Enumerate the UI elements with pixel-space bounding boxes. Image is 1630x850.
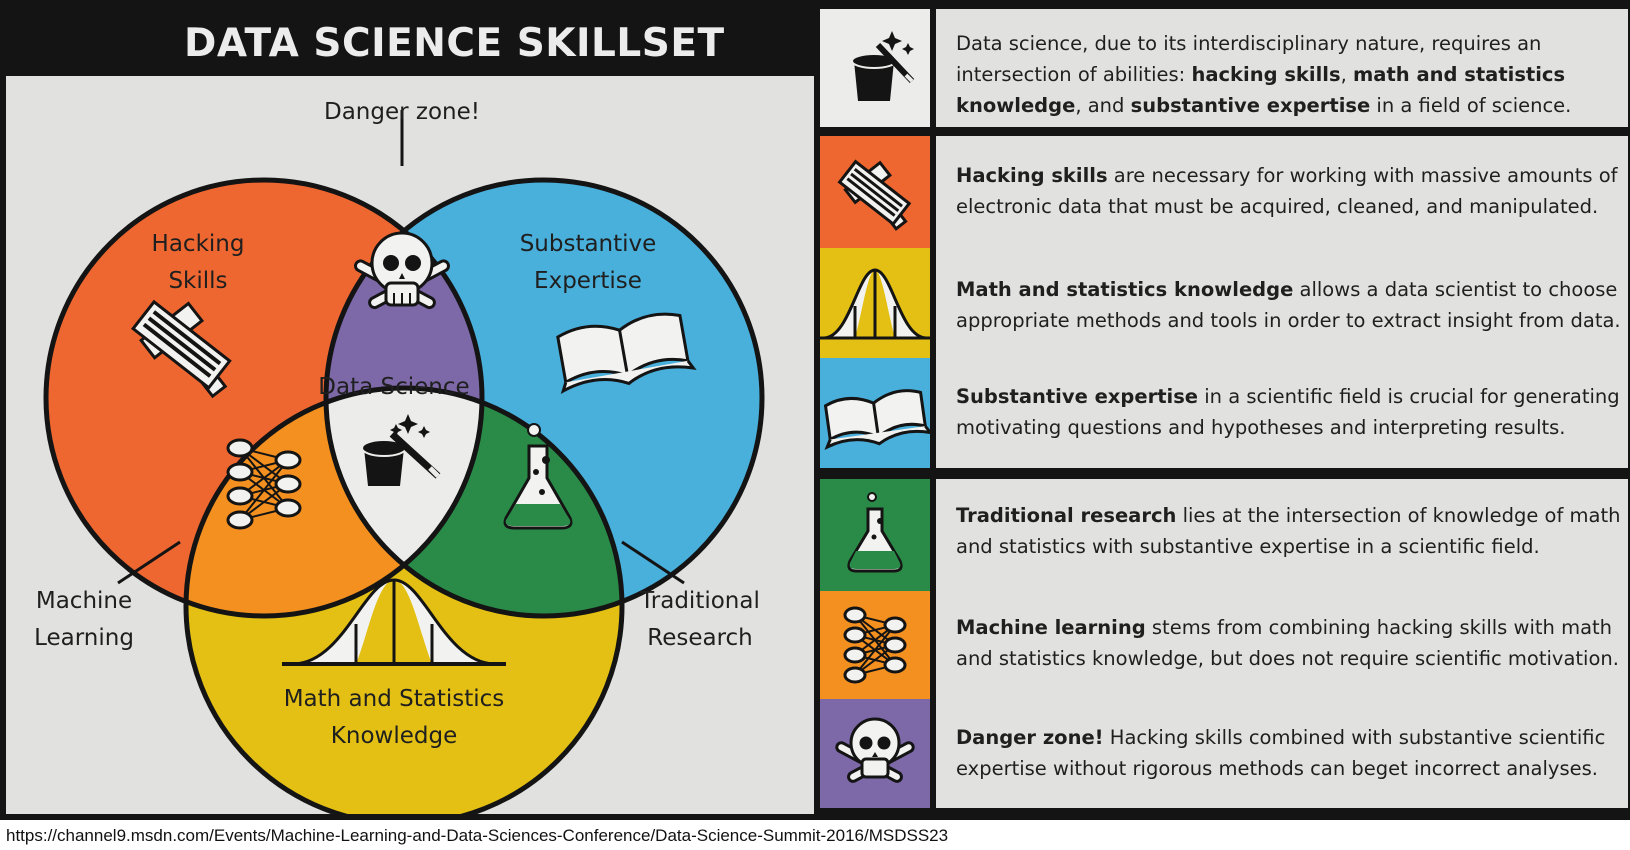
neural-network-icon: [226, 438, 302, 530]
intro-description: Data science, due to its interdisciplina…: [956, 32, 1572, 117]
book-icon: [823, 389, 930, 451]
ml-pointer-line: [117, 540, 181, 585]
danger-zone-label: Danger zone!: [324, 99, 480, 125]
skills-panel: Hacking skills are necessary for working…: [820, 136, 1628, 474]
ml-label-1: Machine: [36, 588, 132, 614]
bell-curve-icon: [820, 268, 930, 340]
skull-crossbones-icon: [835, 717, 915, 783]
substantive-label-1: Substantive: [520, 231, 657, 257]
keyboard-hammer-icon: [130, 299, 232, 399]
substantive-description: Substantive expertise in a scientific fi…: [956, 385, 1620, 439]
book-icon: [556, 312, 697, 394]
intersections-panel: Traditional research lies at the interse…: [820, 476, 1628, 814]
magic-hat-icon: [361, 414, 441, 486]
data-science-label: Data Science: [318, 374, 469, 400]
math-label-1: Math and Statistics: [284, 686, 505, 712]
infographic-frame: DATA SCIENCE SKILLSET: [0, 0, 1630, 820]
venn-panel: Danger zone! Hacking Skills Substantive …: [6, 76, 814, 814]
tr-label-1: Traditional: [639, 588, 760, 614]
math-label-2: Knowledge: [331, 723, 457, 749]
traditional-research-description: Traditional research lies at the interse…: [956, 504, 1621, 558]
ml-label-2: Learning: [34, 625, 134, 651]
magic-hat-icon: [851, 31, 915, 101]
title-bar: DATA SCIENCE SKILLSET: [6, 6, 814, 76]
intro-panel: Data science, due to its interdisciplina…: [820, 6, 1628, 134]
page-title: DATA SCIENCE SKILLSET: [184, 21, 725, 66]
venn-diagram: Danger zone! Hacking Skills Substantive …: [34, 99, 765, 814]
bell-curve-icon: [282, 578, 506, 666]
flask-icon: [847, 492, 903, 573]
math-description: Math and statistics knowledge allows a d…: [956, 278, 1621, 332]
hacking-description: Hacking skills are necessary for working…: [956, 164, 1618, 218]
skull-crossbones-icon: [354, 231, 450, 310]
hacking-label-2: Skills: [168, 268, 227, 294]
danger-zone-description: Danger zone! Hacking skills combined wit…: [956, 726, 1606, 780]
hacking-label-1: Hacking: [152, 231, 245, 257]
tr-label-2: Research: [647, 625, 753, 651]
machine-learning-description: Machine learning stems from combining ha…: [956, 616, 1619, 670]
neural-network-icon: [843, 606, 907, 684]
tr-pointer-line: [621, 540, 685, 585]
keyboard-hammer-icon: [837, 159, 912, 231]
source-url: https://channel9.msdn.com/Events/Machine…: [6, 826, 949, 845]
flask-icon: [503, 423, 573, 530]
substantive-label-2: Expertise: [534, 268, 642, 294]
